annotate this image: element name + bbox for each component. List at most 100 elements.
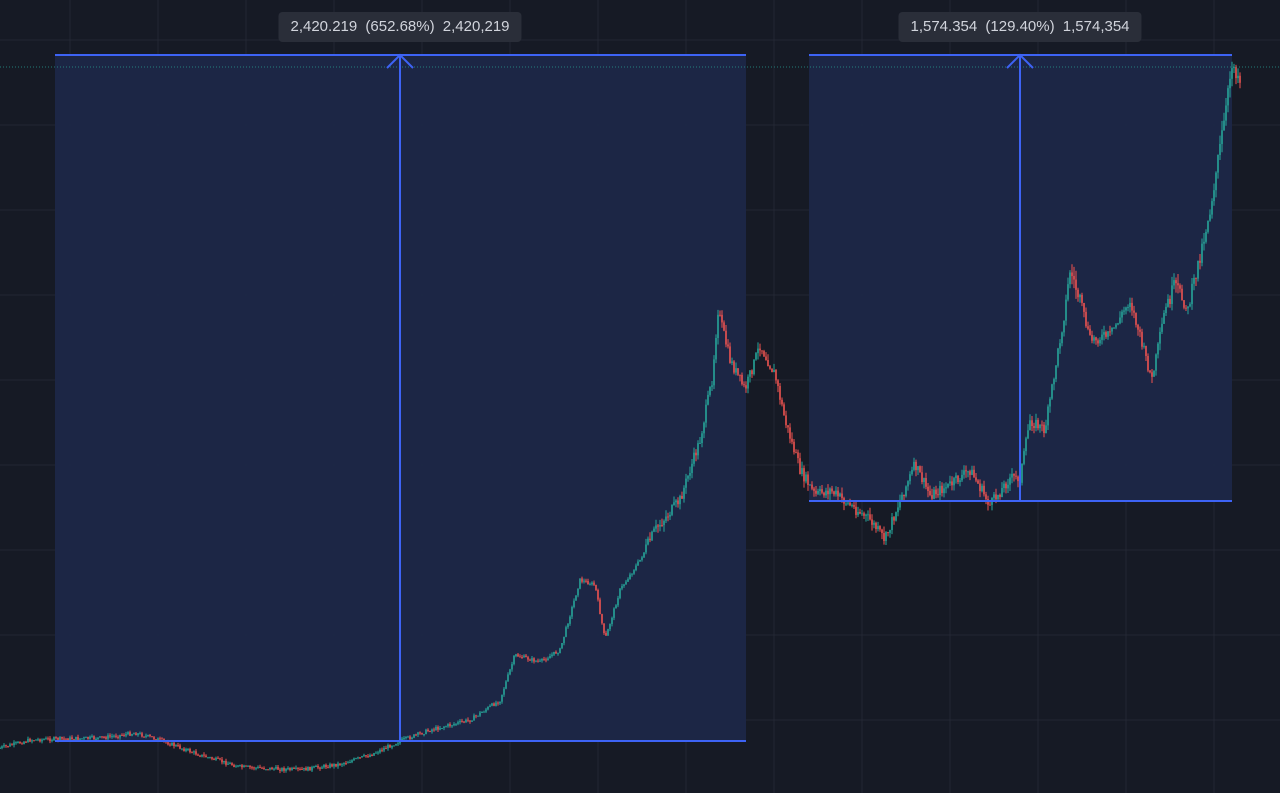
candle-body xyxy=(721,314,723,323)
candle-body xyxy=(927,486,929,491)
candle-body xyxy=(623,584,625,586)
candle-body xyxy=(13,742,15,746)
candle-body xyxy=(1091,334,1093,341)
measure-range-2[interactable] xyxy=(809,53,1232,502)
candle-body xyxy=(543,658,545,660)
candle-body xyxy=(125,734,127,736)
candle-body xyxy=(669,514,671,517)
candle-body xyxy=(947,483,949,488)
candle-body xyxy=(1051,384,1053,399)
candle-body xyxy=(1185,307,1187,309)
candle-body xyxy=(823,492,825,496)
candle-body xyxy=(347,762,349,764)
candle-body xyxy=(739,374,741,376)
candle-body xyxy=(1089,328,1091,335)
candle-body xyxy=(1035,419,1037,428)
candle-body xyxy=(249,765,251,768)
candle-body xyxy=(177,745,179,747)
candle-body xyxy=(135,733,137,736)
candle-body xyxy=(391,745,393,748)
candle-body xyxy=(1179,285,1181,289)
candle-body xyxy=(1079,294,1081,298)
candle-body xyxy=(1173,280,1175,286)
candle-body xyxy=(785,415,787,426)
candle-body xyxy=(985,494,987,500)
candle-body xyxy=(525,655,527,658)
measure-range-1[interactable] xyxy=(55,53,746,742)
candle-body xyxy=(997,494,999,500)
candle-body xyxy=(307,766,309,771)
candle-body xyxy=(949,481,951,484)
measure-2-price-change: 1,574.354 xyxy=(910,18,978,35)
measure-2-ticks-change: 1,574,354 xyxy=(1062,18,1130,35)
candle-body xyxy=(261,767,263,769)
candle-body xyxy=(939,485,941,495)
candle-body xyxy=(807,474,809,485)
candle-body xyxy=(1191,283,1193,305)
candle-body xyxy=(675,500,677,503)
candle-body xyxy=(389,745,391,748)
candle-body xyxy=(203,754,205,756)
candle-body xyxy=(0,748,1,749)
candle-body xyxy=(695,452,697,456)
candle-body xyxy=(571,607,573,617)
candle-body xyxy=(1197,260,1199,279)
candle-body xyxy=(809,484,811,486)
candle-body xyxy=(651,531,653,541)
measure-2-label: 1,574.354 (129.40%) 1,574,354 xyxy=(898,12,1142,42)
candle-body xyxy=(955,475,957,479)
candle-body xyxy=(821,489,823,493)
candle-body xyxy=(697,443,699,456)
candle-body xyxy=(683,487,685,499)
candle-body xyxy=(841,493,843,499)
candle-body xyxy=(995,494,997,500)
candle-body xyxy=(1239,75,1241,83)
candle-body xyxy=(667,516,669,518)
candle-body xyxy=(89,736,91,739)
candle-body xyxy=(1159,331,1161,344)
candle-body xyxy=(477,715,479,717)
candle-body xyxy=(817,491,819,494)
candle-body xyxy=(245,765,247,767)
candle-body xyxy=(1209,214,1211,221)
candle-body xyxy=(971,469,973,475)
candle-body xyxy=(589,584,591,586)
candle-body xyxy=(1041,424,1043,426)
candle-body xyxy=(199,755,201,757)
candle-body xyxy=(1045,425,1047,433)
measure-1-ticks-change: 2,420,219 xyxy=(442,18,510,35)
candle-body xyxy=(273,768,275,770)
candle-body xyxy=(945,487,947,489)
candle-body xyxy=(439,728,441,730)
candle-body xyxy=(453,724,455,726)
candle-body xyxy=(1163,313,1165,324)
candle-body xyxy=(213,758,215,760)
candle-body xyxy=(475,715,477,717)
candle-body xyxy=(701,433,703,443)
candle-body xyxy=(725,330,727,345)
candle-body xyxy=(1065,299,1067,321)
candle-body xyxy=(19,742,21,744)
candle-body xyxy=(97,737,99,739)
candle-body xyxy=(345,763,347,764)
candle-body xyxy=(511,664,513,670)
candle-body xyxy=(331,764,333,767)
candle-body xyxy=(221,759,223,763)
candle-body xyxy=(1231,68,1233,79)
candle-body xyxy=(93,736,95,740)
candle-body xyxy=(507,674,509,682)
candle-body xyxy=(923,478,925,482)
candle-body xyxy=(481,712,483,713)
candle-body xyxy=(719,314,721,316)
candle-body xyxy=(455,723,457,725)
candle-body xyxy=(609,624,611,630)
candle-body xyxy=(373,753,375,756)
candle-body xyxy=(445,726,447,728)
candle-body xyxy=(1081,294,1083,303)
candle-body xyxy=(789,427,791,439)
candle-body xyxy=(767,360,769,367)
candle-body xyxy=(487,706,489,710)
candle-body xyxy=(223,760,225,763)
